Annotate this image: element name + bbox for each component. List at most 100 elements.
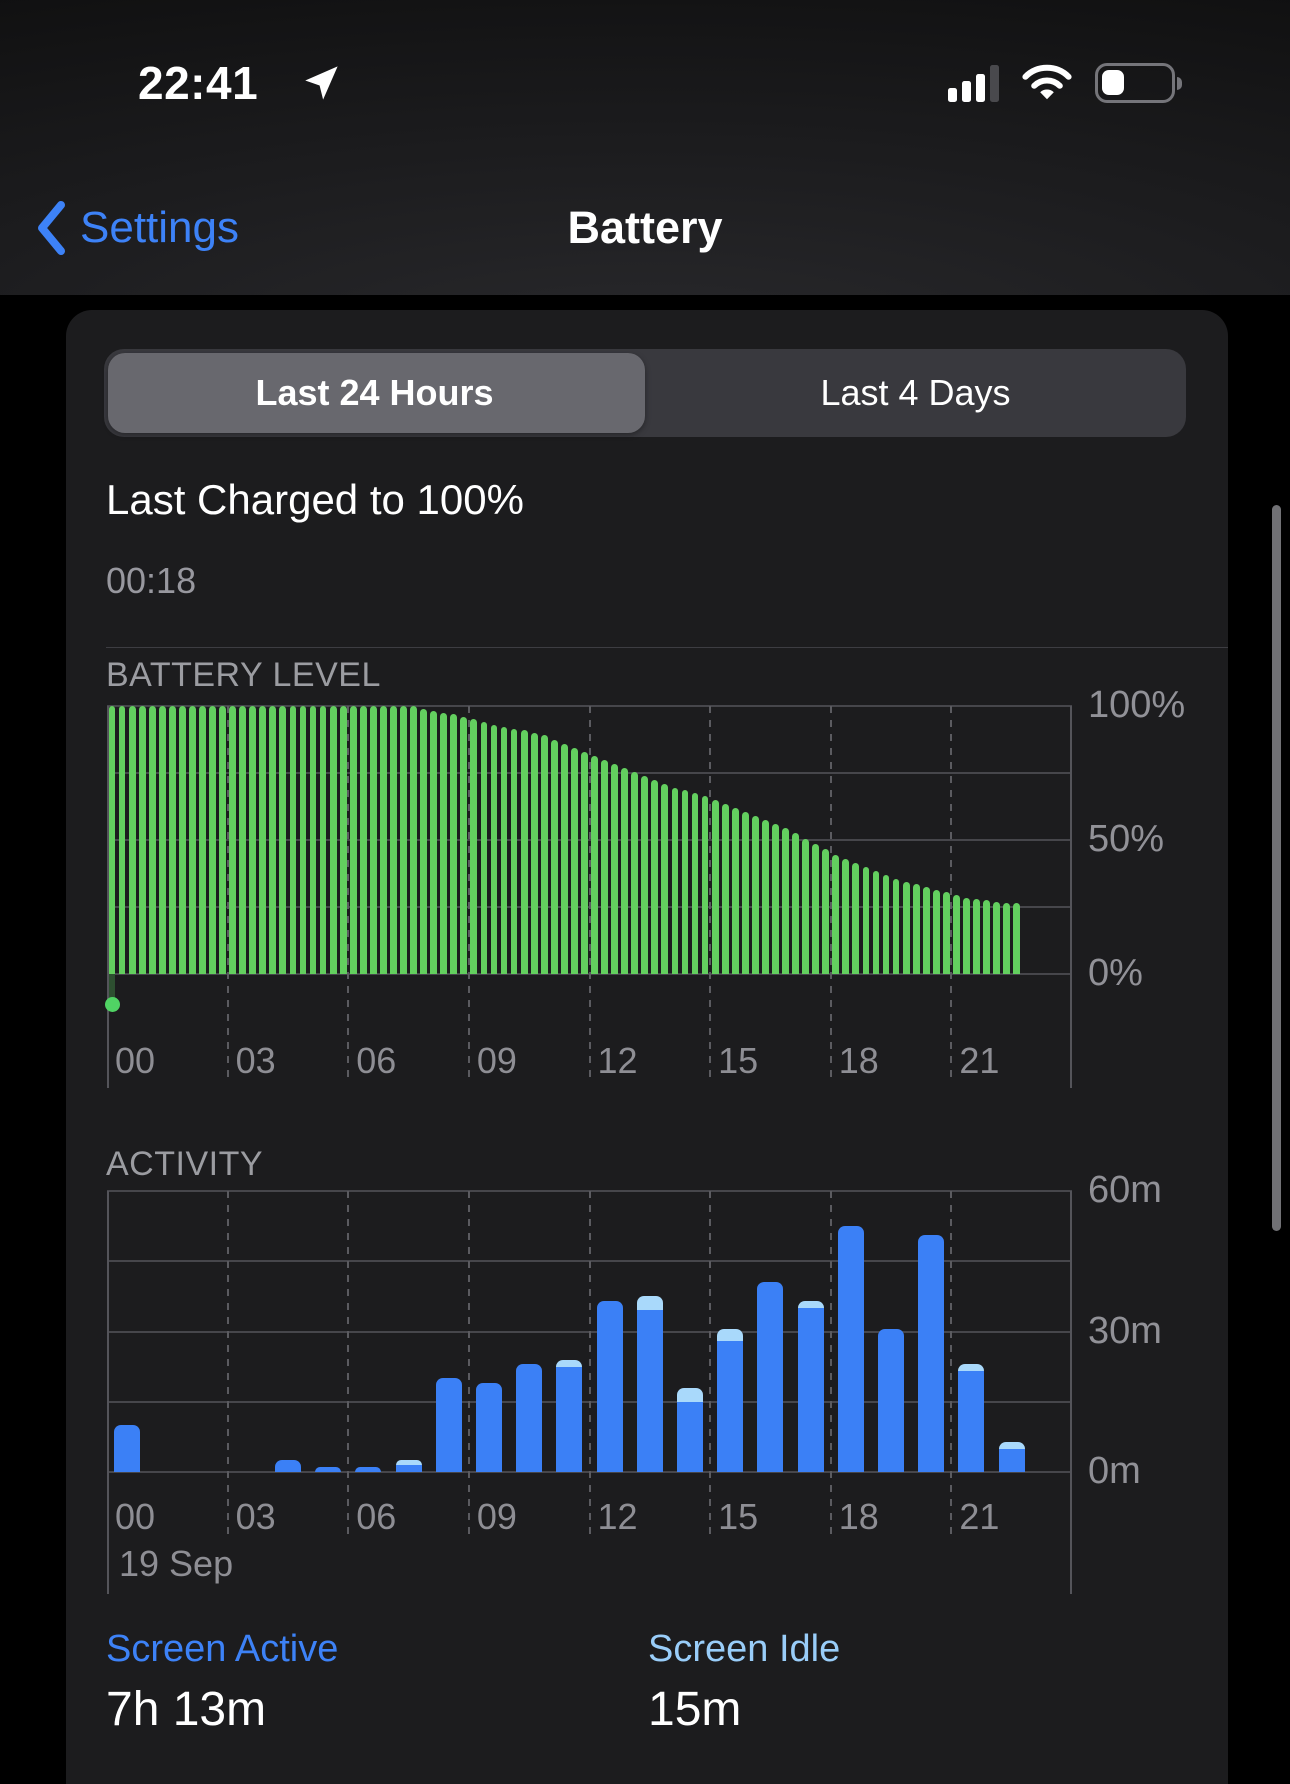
battery-bar xyxy=(631,771,639,974)
grid-line xyxy=(950,1191,953,1536)
screen-on-segment xyxy=(395,1464,422,1472)
tab-last-24-hours[interactable]: Last 24 Hours xyxy=(255,372,494,413)
battery-bar xyxy=(279,706,287,974)
grid-line xyxy=(107,706,109,1088)
y-axis-label: 50% xyxy=(1088,818,1165,860)
battery-bar xyxy=(530,732,538,974)
battery-bar xyxy=(470,719,478,974)
activity-bar xyxy=(315,1467,342,1472)
screen-idle-segment xyxy=(717,1329,744,1341)
battery-bar xyxy=(963,897,970,974)
wifi-icon xyxy=(1022,64,1072,100)
grid-line xyxy=(950,706,953,1078)
battery-bar xyxy=(148,706,156,974)
grid-line xyxy=(709,706,712,1078)
chart-date-label: 19 Sep xyxy=(119,1543,234,1584)
battery-bar xyxy=(741,811,749,974)
battery-bar xyxy=(369,706,377,974)
screen-on-segment xyxy=(958,1371,985,1472)
screen-on-segment xyxy=(556,1366,583,1472)
grid-line xyxy=(347,706,350,1078)
screen-on-segment xyxy=(998,1448,1025,1472)
battery-bar xyxy=(932,889,940,974)
battery-bar xyxy=(671,787,679,974)
last-charged-title: Last Charged to 100% xyxy=(106,476,524,523)
battery-bar xyxy=(229,706,237,974)
x-axis-label: 00 xyxy=(115,1496,156,1537)
battery-bar xyxy=(822,849,830,974)
battery-bar xyxy=(540,735,548,974)
x-axis-label: 00 xyxy=(115,1040,156,1081)
screen-idle-label: Screen Idle xyxy=(648,1628,841,1670)
battery-bar xyxy=(892,878,900,974)
activity-bar xyxy=(998,1441,1025,1472)
battery-bar xyxy=(570,747,578,974)
back-button[interactable]: Settings xyxy=(36,196,239,260)
battery-bar xyxy=(641,775,649,974)
activity-bar xyxy=(918,1235,945,1472)
x-axis-label: 21 xyxy=(959,1496,1000,1537)
nav-bar: Battery Settings xyxy=(0,196,1290,260)
screen-on-segment xyxy=(717,1340,744,1472)
tab-last-4-days[interactable]: Last 4 Days xyxy=(820,372,1011,413)
chevron-left-icon xyxy=(38,201,65,255)
grid-line xyxy=(226,706,229,1078)
screen-on-segment xyxy=(757,1282,784,1472)
cellular-signal-icon xyxy=(948,64,999,102)
battery-bar xyxy=(420,708,427,974)
battery-bar xyxy=(510,728,518,974)
screen-on-segment xyxy=(475,1383,502,1472)
battery-bar xyxy=(802,838,809,974)
y-axis-label: 0m xyxy=(1088,1450,1141,1492)
grid-line xyxy=(107,1191,109,1594)
battery-bar xyxy=(782,827,789,974)
back-label: Settings xyxy=(80,203,239,252)
screen-on-segment xyxy=(114,1425,141,1472)
grid-line xyxy=(829,1191,832,1536)
activity-bar xyxy=(636,1296,663,1472)
divider xyxy=(106,647,1228,648)
battery-bar xyxy=(410,706,417,974)
battery-bar xyxy=(581,751,588,974)
screen-on-segment xyxy=(274,1460,301,1472)
activity-bar xyxy=(717,1329,744,1472)
screen-idle-segment xyxy=(636,1296,663,1311)
battery-bar xyxy=(912,884,920,974)
battery-bar xyxy=(681,790,689,974)
activity-bar xyxy=(878,1329,905,1472)
y-axis-label: 100% xyxy=(1088,684,1186,726)
battery-bar xyxy=(621,767,629,974)
battery-bar xyxy=(440,712,448,974)
battery-bar xyxy=(359,706,367,974)
battery-bar xyxy=(973,898,980,974)
grid-line xyxy=(226,1191,229,1536)
activity-bar xyxy=(395,1460,422,1472)
battery-bar xyxy=(400,706,407,974)
battery-bar xyxy=(922,886,930,974)
activity-section-title: ACTIVITY xyxy=(106,1145,264,1183)
x-axis-label: 09 xyxy=(476,1496,517,1537)
battery-bar xyxy=(299,706,307,974)
activity-bar xyxy=(355,1467,382,1472)
battery-bar xyxy=(319,706,327,974)
battery-bar xyxy=(882,874,890,974)
battery-bar xyxy=(520,730,528,974)
battery-bar xyxy=(701,795,709,974)
grid-line xyxy=(588,706,591,1078)
battery-bar xyxy=(460,716,468,974)
battery-bar xyxy=(339,706,347,974)
x-axis-label: 06 xyxy=(356,1496,397,1537)
battery-bar xyxy=(390,706,397,974)
battery-bar xyxy=(711,799,719,974)
screen-on-segment xyxy=(918,1235,945,1472)
status-icons xyxy=(948,60,1182,106)
scrollbar[interactable] xyxy=(1272,505,1281,1231)
battery-bar xyxy=(118,706,126,974)
battery-bar xyxy=(430,711,438,974)
battery-bar xyxy=(842,858,850,974)
battery-bar xyxy=(812,844,820,974)
battery-bar xyxy=(108,706,116,974)
grid-line xyxy=(709,1191,712,1536)
battery-bar xyxy=(560,743,568,974)
activity-bar xyxy=(757,1282,784,1472)
